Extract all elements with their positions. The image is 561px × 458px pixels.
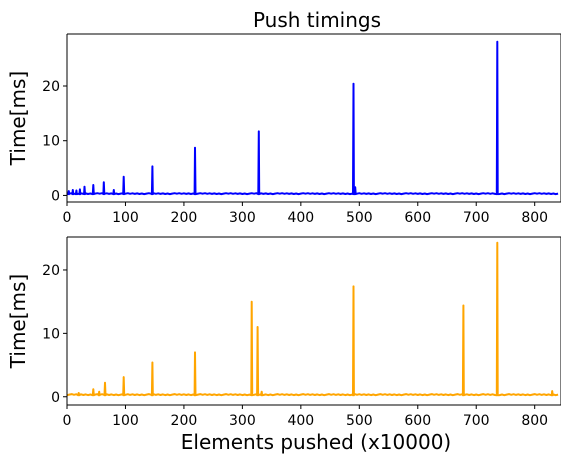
x-tick-label: 700 bbox=[463, 413, 490, 429]
spike-point-1-3 bbox=[104, 382, 106, 384]
x-tick-label: 600 bbox=[404, 413, 431, 429]
spike-point-0-1 bbox=[72, 189, 74, 191]
spike-point-0-0 bbox=[68, 190, 70, 192]
top-panel: 0 100 200 300 400 500 600 700 800 0 10 20 Time[ms] bbox=[6, 33, 561, 226]
spike-point-1-11 bbox=[462, 304, 465, 307]
spike-point-0-3 bbox=[79, 188, 81, 191]
spike-point-1-4 bbox=[122, 376, 125, 378]
spike-point-1-1 bbox=[92, 388, 95, 391]
y-axis-label: Time[ms] bbox=[6, 71, 30, 166]
spike-point-0-9 bbox=[151, 165, 154, 168]
x-tick-label: 600 bbox=[404, 210, 431, 226]
x-tick-label: 800 bbox=[521, 210, 548, 226]
y-tick-label: 0 bbox=[51, 188, 60, 204]
series-line-0-0 bbox=[67, 40, 559, 196]
spike-point-1-9 bbox=[260, 390, 263, 393]
spike-point-0-6 bbox=[103, 181, 105, 184]
x-tick-label: 0 bbox=[63, 413, 72, 429]
x-tick-label: 100 bbox=[112, 413, 139, 429]
x-tick-label: 300 bbox=[229, 413, 256, 429]
spike-point-1-7 bbox=[250, 300, 253, 303]
x-axis-label: Elements pushed (x10000) bbox=[181, 430, 451, 454]
x-tick-label: 300 bbox=[229, 210, 256, 226]
spike-point-1-12 bbox=[496, 241, 499, 244]
spike-point-1-10 bbox=[352, 285, 355, 288]
x-tick-label: 0 bbox=[63, 210, 72, 226]
spike-point-0-13 bbox=[354, 186, 357, 188]
x-tick-label: 400 bbox=[287, 210, 314, 226]
spike-point-0-14 bbox=[496, 40, 499, 43]
spike-point-0-12 bbox=[352, 83, 355, 85]
spike-point-0-4 bbox=[83, 185, 86, 188]
x-tick-label: 100 bbox=[112, 210, 139, 226]
spike-point-1-0 bbox=[77, 392, 80, 394]
spike-point-1-8 bbox=[256, 326, 259, 328]
y-tick-label: 10 bbox=[42, 326, 60, 342]
chart-title: Push timings bbox=[253, 8, 381, 32]
spike-point-0-7 bbox=[113, 189, 115, 191]
spike-point-0-11 bbox=[258, 130, 260, 133]
spike-point-0-2 bbox=[75, 189, 78, 192]
spike-point-1-2 bbox=[98, 390, 100, 393]
y-tick-label: 20 bbox=[42, 263, 60, 279]
x-tick-label: 200 bbox=[171, 413, 198, 429]
y-axis-label: Time[ms] bbox=[6, 274, 30, 369]
spike-point-0-5 bbox=[92, 184, 95, 186]
spike-point-0-8 bbox=[122, 176, 125, 178]
spike-point-1-6 bbox=[194, 351, 196, 354]
x-tick-label: 400 bbox=[287, 413, 314, 429]
y-tick-label: 0 bbox=[51, 390, 60, 406]
y-tick-label: 10 bbox=[42, 134, 60, 150]
x-tick-label: 700 bbox=[463, 210, 490, 226]
x-tick-label: 200 bbox=[171, 210, 198, 226]
spike-point-1-5 bbox=[151, 361, 154, 364]
x-tick-label: 500 bbox=[346, 210, 373, 226]
spike-point-1-13 bbox=[551, 390, 553, 392]
series-line-1-0 bbox=[66, 241, 559, 397]
x-tick-label: 500 bbox=[346, 413, 373, 429]
y-tick-label: 20 bbox=[42, 79, 60, 95]
bottom-panel: 0 100 200 300 400 500 600 700 800 0 10 20 Time[ms] bbox=[6, 236, 561, 429]
spike-point-0-10 bbox=[194, 147, 196, 149]
x-tick-label: 800 bbox=[521, 413, 548, 429]
